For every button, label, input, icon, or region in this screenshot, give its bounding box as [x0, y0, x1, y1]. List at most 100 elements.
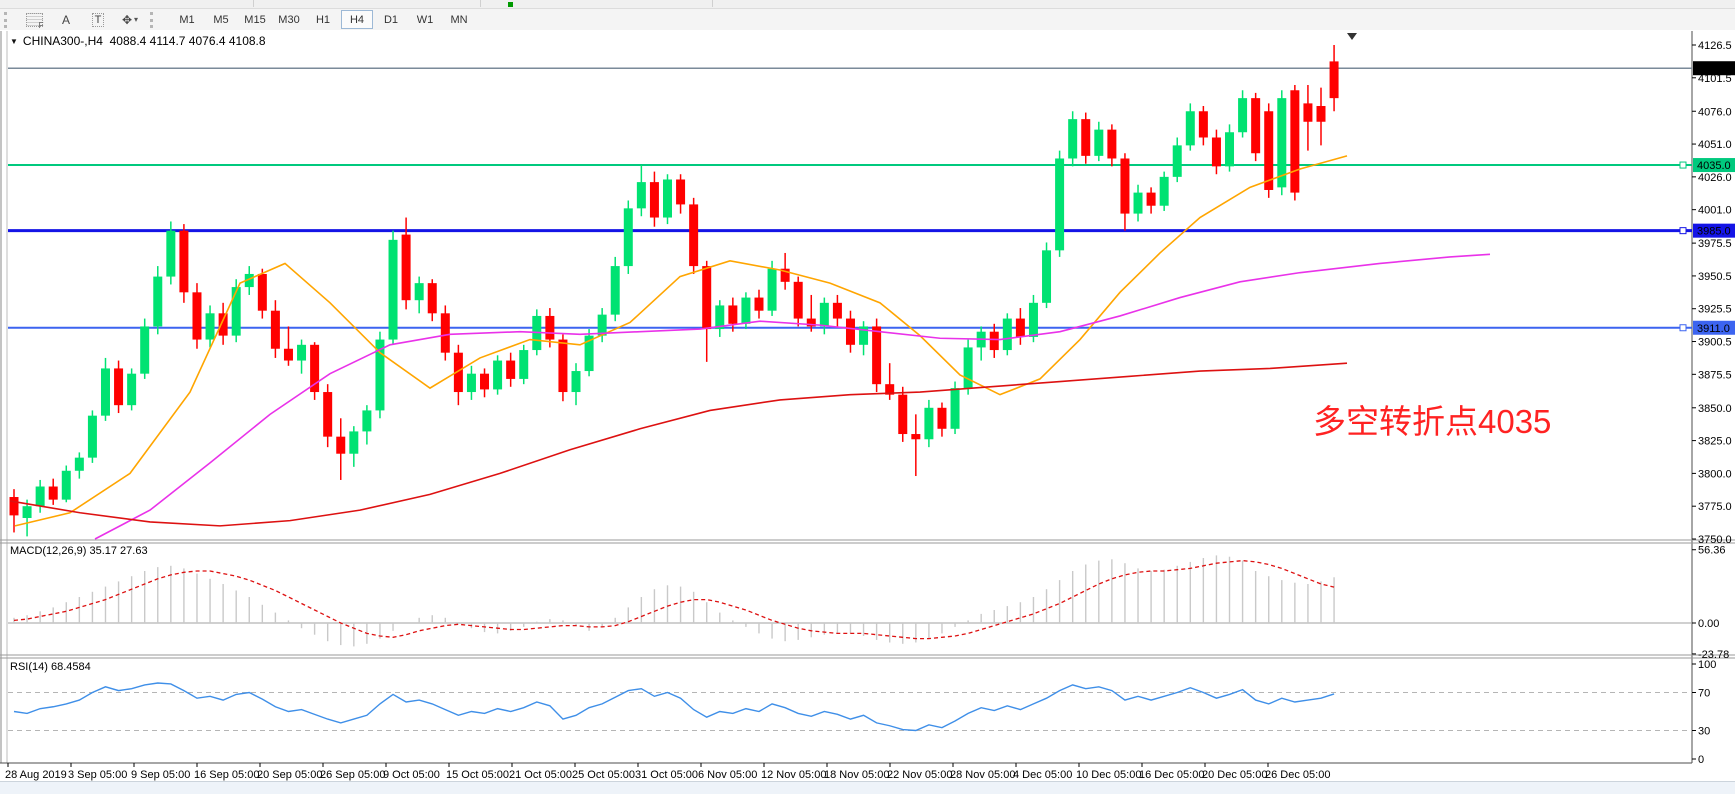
hline-4035[interactable]: 4035.0	[8, 158, 1735, 173]
candle-down	[545, 315, 555, 340]
shift-marker-icon	[1347, 33, 1357, 40]
svg-text:9 Sep 05:00: 9 Sep 05:00	[131, 769, 190, 781]
axis-price-badge	[1693, 158, 1735, 173]
timeframe-m1[interactable]: M1	[179, 13, 195, 26]
candle-down	[218, 313, 228, 336]
partial-toolbar-strip	[0, 0, 1735, 9]
candle-down	[793, 281, 803, 319]
svg-text:6 Nov 05:00: 6 Nov 05:00	[698, 769, 757, 781]
candle-down	[676, 179, 686, 205]
candle-up	[741, 297, 751, 324]
candle-down	[806, 318, 816, 327]
price-axis[interactable]: 4126.5 4101.5 4076.0 4051.0 4026.0 4001.0 3975…	[1692, 40, 1732, 546]
toolbar-grip[interactable]	[4, 11, 14, 28]
svg-text:31 Oct 05:00: 31 Oct 05:00	[635, 769, 698, 781]
candles-layer[interactable]	[9, 44, 1339, 537]
candle-down	[9, 497, 19, 516]
candle-up	[414, 283, 424, 301]
candle-up	[74, 457, 84, 471]
candle-up	[1159, 176, 1169, 206]
text-label-icon: T	[91, 12, 105, 27]
svg-text:21 Oct 05:00: 21 Oct 05:00	[509, 769, 572, 781]
candle-up	[466, 373, 476, 393]
candle-down	[872, 326, 882, 385]
svg-text:3985.0: 3985.0	[1697, 226, 1731, 238]
hline-3911[interactable]: 3911.0	[8, 320, 1735, 335]
timeframe-h1[interactable]: H1	[315, 13, 331, 26]
line-handle	[1679, 324, 1687, 332]
candle-down	[898, 394, 908, 435]
timeframe-w1[interactable]: W1	[416, 13, 434, 26]
svg-text:4001.0: 4001.0	[1698, 205, 1732, 217]
timeframe-m30[interactable]: M30	[278, 13, 300, 26]
candle-down	[270, 310, 280, 349]
candle-down	[336, 436, 346, 454]
candle-up	[715, 305, 725, 330]
profile-grid-button[interactable]: F	[20, 10, 48, 30]
svg-text:0: 0	[1698, 754, 1704, 766]
rsi-line	[13, 682, 1335, 732]
candle-up	[597, 314, 607, 336]
time-axis-labels[interactable]: 28 Aug 2019 3 Sep 05:00 9 Sep 05:00 16 Sep …	[5, 763, 1330, 781]
insert-text-button[interactable]: A	[52, 10, 80, 30]
toolbar-grip[interactable]	[150, 11, 160, 28]
candle-down	[1303, 103, 1313, 122]
svg-text:3950.5: 3950.5	[1698, 271, 1732, 283]
svg-text:16 Sep 05:00: 16 Sep 05:00	[194, 769, 259, 781]
macd-panel[interactable]: 56.36 0.00 -23.78	[8, 545, 1729, 661]
chart-window: ▼ CHINA300-,H4 4088.4 4114.7 4076.4 4108.…	[0, 30, 1735, 794]
candle-down	[1316, 106, 1326, 122]
svg-text:3925.5: 3925.5	[1698, 304, 1732, 316]
candle-down	[114, 368, 124, 406]
svg-text:10 Dec 05:00: 10 Dec 05:00	[1076, 769, 1141, 781]
candle-down	[506, 360, 516, 379]
svg-text:4035.0: 4035.0	[1697, 160, 1731, 172]
candle-up	[1277, 98, 1287, 188]
macd-signal-line	[13, 559, 1335, 640]
timeframe-h4[interactable]: H4	[341, 10, 373, 29]
chevron-down-icon: ▾	[134, 15, 139, 24]
text-label-button[interactable]: T	[84, 10, 112, 30]
status-dot	[508, 2, 513, 7]
candle-up	[362, 410, 372, 432]
current-price-line[interactable]: 4108.8	[8, 61, 1735, 76]
chart-title: ▼ CHINA300-,H4 4088.4 4114.7 4076.4 4108.…	[10, 34, 266, 48]
line-handle	[1679, 161, 1687, 169]
hline-3985[interactable]: 3985.0	[8, 223, 1735, 238]
candle-up	[244, 273, 254, 288]
drawing-tools-button[interactable]: ✥ ▾	[116, 10, 144, 30]
candle-down	[845, 318, 855, 345]
svg-text:3911.0: 3911.0	[1697, 323, 1730, 335]
timeframe-mn[interactable]: MN	[450, 13, 468, 26]
timeframe-m15[interactable]: M15	[244, 13, 266, 26]
svg-text:3800.0: 3800.0	[1698, 468, 1732, 480]
candle-down	[1211, 137, 1221, 167]
timeframe-d1[interactable]: D1	[383, 13, 399, 26]
rsi-panel[interactable]: 100 70 30 0	[8, 659, 1716, 766]
drawing-arrows-icon: ✥	[121, 12, 133, 27]
svg-text:3900.5: 3900.5	[1698, 337, 1732, 349]
candle-up	[1238, 98, 1248, 133]
candle-down	[453, 352, 463, 393]
svg-text:28 Aug 2019: 28 Aug 2019	[5, 769, 67, 781]
toolbar-separator	[480, 0, 481, 7]
candle-down	[558, 339, 568, 393]
svg-text:0.00: 0.00	[1698, 618, 1719, 630]
timeframe-m5[interactable]: M5	[213, 13, 229, 26]
candle-up	[1094, 129, 1104, 156]
candle-up	[610, 266, 620, 315]
svg-text:22 Nov 05:00: 22 Nov 05:00	[887, 769, 952, 781]
macd-indicator-label: MACD(12,26,9) 35.17 27.63	[10, 545, 148, 557]
candle-down	[1329, 61, 1339, 99]
timeframe-group: M1 M5 M15 M30 H1 H4 D1 W1 MN	[170, 10, 476, 29]
svg-text:70: 70	[1698, 688, 1710, 700]
candle-up	[663, 179, 672, 218]
candle-down	[780, 268, 790, 282]
svg-text:56.36: 56.36	[1698, 545, 1726, 557]
chart-dropdown-icon[interactable]: ▼	[10, 37, 18, 46]
candle-down	[1120, 158, 1130, 214]
candle-up	[571, 371, 581, 393]
candle-up	[819, 302, 829, 327]
text-annotation[interactable]: 多空转折点4035	[1313, 403, 1552, 440]
chart-canvas[interactable]: 4108.8 4035.0 3985.0 3911.0 4126.5 4101.5 4076…	[0, 30, 1735, 793]
